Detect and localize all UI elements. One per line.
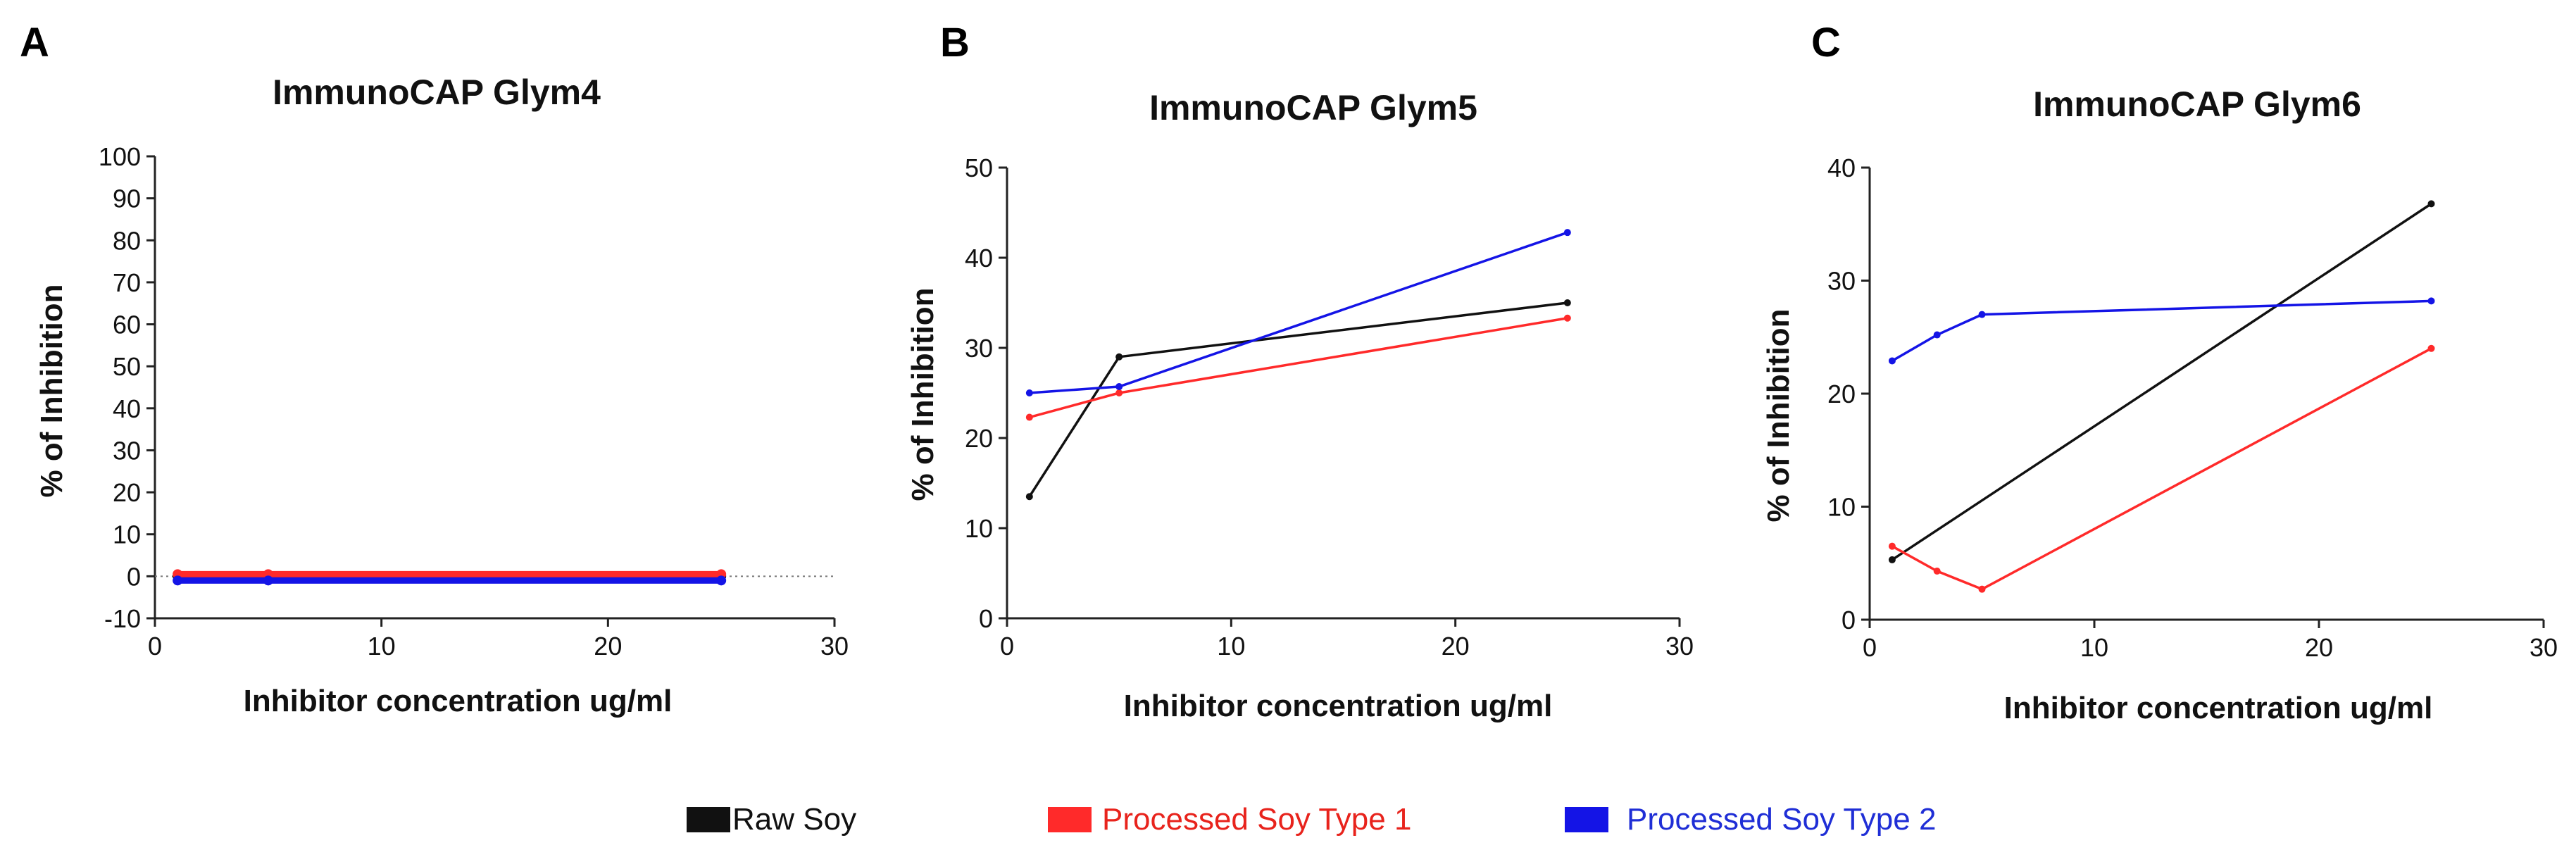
data-point-processed-soy-type-2-b [1563, 229, 1571, 237]
panel-letter-c: C [1811, 20, 1841, 65]
data-point-processed-soy-type-2-c [2427, 297, 2435, 305]
y-tick-label-a: 30 [113, 436, 141, 465]
data-point-processed-soy-type-2-a [173, 575, 183, 586]
y-tick-label-a: 80 [113, 226, 141, 255]
series-line-processed-soy-type-1-b [1028, 317, 1569, 419]
y-tick-label-a: 10 [113, 520, 141, 549]
panel-a: A ImmunoCAP Glym4 % of Inhibition Inhibi… [20, 20, 849, 718]
data-point-processed-soy-type-1-b [1563, 314, 1571, 322]
x-axis-title-b: Inhibitor concentration ug/ml [1124, 689, 1553, 723]
y-tick-label-a: 20 [113, 478, 141, 507]
y-axis-title-c: % of Inhibition [1761, 308, 1796, 522]
y-tick-label-a: 60 [113, 311, 141, 339]
legend-label-raw-soy: Raw Soy [732, 802, 856, 837]
chart-title-a: ImmunoCAP Glym4 [273, 73, 601, 112]
data-point-processed-soy-type-2-a [263, 575, 273, 586]
data-point-processed-soy-type-2-c [1933, 331, 1941, 339]
y-tick-label-a: 40 [113, 394, 141, 423]
x-tick-label-a: 10 [368, 632, 396, 661]
legend: Raw Soy Processed Soy Type 1 Processed S… [687, 802, 1936, 837]
y-tick-label-b: 20 [965, 424, 993, 453]
data-point-raw-soy-c [2427, 200, 2435, 208]
y-axis-title-b: % of Inhibition [906, 287, 940, 501]
series-line-processed-soy-type-2-c [1891, 299, 2433, 363]
y-tick-label-a: 0 [127, 562, 141, 591]
data-point-raw-soy-b [1115, 353, 1123, 361]
chart-title-b: ImmunoCAP Glym5 [1149, 88, 1477, 127]
data-point-processed-soy-type-1-b [1115, 389, 1123, 396]
x-tick-label-c: 20 [2305, 633, 2333, 662]
y-tick-label-c: 10 [1827, 493, 1856, 522]
x-tick-label-a: 20 [594, 632, 622, 661]
x-tick-label-a: 0 [148, 632, 162, 661]
data-point-processed-soy-type-1-b [1025, 413, 1033, 421]
y-tick-label-b: 30 [965, 334, 993, 363]
data-point-processed-soy-type-1-c [1933, 567, 1941, 575]
y-tick-label-c: 40 [1827, 154, 1856, 182]
x-tick-label-c: 10 [2080, 633, 2108, 662]
x-tick-label-b: 0 [1000, 632, 1014, 661]
legend-label-processed-soy-type-1: Processed Soy Type 1 [1102, 802, 1411, 837]
series-line-processed-soy-type-1-c [1891, 347, 2433, 591]
y-tick-label-a: 90 [113, 184, 141, 213]
legend-swatch-processed-soy-type-2 [1565, 807, 1608, 832]
data-point-processed-soy-type-1-c [1888, 542, 1896, 550]
y-tick-label-c: 30 [1827, 267, 1856, 296]
x-tick-label-b: 30 [1665, 632, 1694, 661]
x-axis-title-a: Inhibitor concentration ug/ml [244, 684, 673, 718]
y-tick-label-b: 0 [979, 604, 993, 633]
x-tick-label-b: 10 [1217, 632, 1245, 661]
data-point-raw-soy-c [1888, 556, 1896, 563]
y-tick-label-b: 40 [965, 244, 993, 273]
x-axis-title-c: Inhibitor concentration ug/ml [2004, 691, 2433, 725]
series-line-raw-soy-c [1891, 202, 2433, 561]
y-axis-title-a: % of Inhibition [35, 284, 69, 497]
legend-item-raw-soy: Raw Soy [687, 802, 856, 837]
data-point-processed-soy-type-2-c [1978, 311, 1986, 318]
y-tick-label-a: 50 [113, 352, 141, 381]
y-tick-label-a: 100 [99, 142, 141, 171]
y-tick-label-b: 50 [965, 154, 993, 182]
chart-title-c: ImmunoCAP Glym6 [2033, 85, 2361, 124]
data-point-raw-soy-b [1563, 299, 1571, 306]
panel-c: C ImmunoCAP Glym6 % of Inhibition Inhibi… [1761, 20, 2558, 725]
data-point-processed-soy-type-1-c [1978, 585, 1986, 593]
legend-swatch-processed-soy-type-1 [1048, 807, 1092, 832]
legend-item-processed-soy-type-2: Processed Soy Type 2 [1565, 802, 1936, 837]
data-point-processed-soy-type-2-c [1888, 357, 1896, 365]
data-point-raw-soy-b [1025, 493, 1033, 501]
legend-label-processed-soy-type-2: Processed Soy Type 2 [1627, 802, 1936, 837]
x-tick-label-c: 30 [2530, 633, 2558, 662]
data-point-processed-soy-type-2-b [1025, 389, 1033, 396]
data-point-processed-soy-type-2-b [1115, 383, 1123, 391]
y-tick-label-c: 20 [1827, 380, 1856, 408]
y-tick-label-b: 10 [965, 514, 993, 543]
legend-item-processed-soy-type-1: Processed Soy Type 1 [1048, 802, 1411, 837]
x-tick-label-b: 20 [1442, 632, 1470, 661]
y-tick-label-a: 70 [113, 268, 141, 297]
y-tick-label-a: -10 [104, 604, 141, 633]
x-tick-label-a: 30 [820, 632, 849, 661]
y-tick-label-c: 0 [1842, 606, 1856, 634]
panel-b: B ImmunoCAP Glym5 % of Inhibition Inhibi… [906, 20, 1694, 723]
panel-letter-b: B [940, 20, 970, 65]
panel-letter-a: A [20, 20, 49, 65]
data-point-processed-soy-type-1-c [2427, 344, 2435, 352]
x-tick-label-c: 0 [1863, 633, 1877, 662]
legend-swatch-raw-soy [687, 807, 730, 832]
data-point-processed-soy-type-2-a [716, 575, 727, 586]
